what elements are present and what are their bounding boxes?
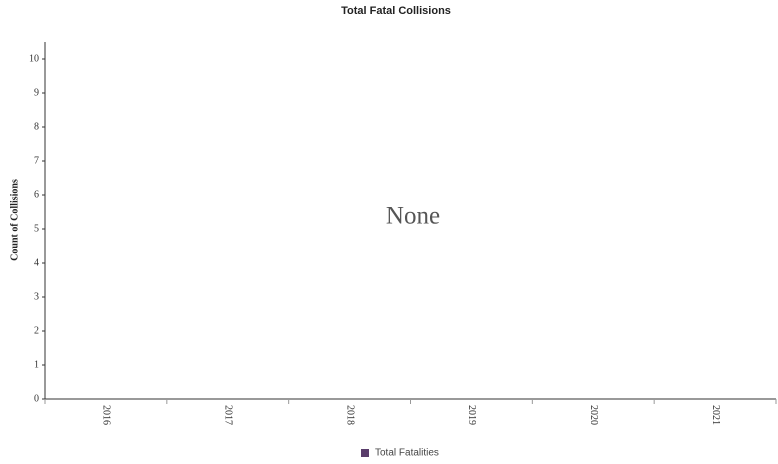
- y-tick-label: 7: [34, 155, 39, 166]
- y-tick-label: 6: [34, 189, 39, 200]
- x-tick-label: 2020: [588, 405, 599, 425]
- x-tick-label: 2018: [344, 405, 355, 425]
- y-tick-label: 3: [34, 291, 39, 302]
- y-tick-label: 0: [34, 393, 39, 404]
- x-tick-label: 2019: [466, 405, 477, 425]
- y-axis-label: Count of Collisions: [9, 179, 20, 261]
- y-tick-label: 5: [34, 223, 39, 234]
- y-tick-label: 4: [34, 257, 39, 268]
- y-tick-label: 9: [34, 87, 39, 98]
- y-tick-label: 10: [29, 53, 39, 64]
- x-tick-label: 2016: [101, 405, 112, 425]
- legend-label: Total Fatalities: [375, 448, 439, 459]
- y-tick-label: 1: [34, 359, 39, 370]
- chart-title: Total Fatal Collisions: [341, 5, 451, 17]
- y-tick-label: 2: [34, 325, 39, 336]
- y-tick-label: 8: [34, 121, 39, 132]
- x-tick-label: 2021: [710, 405, 721, 425]
- annotation: None: [386, 203, 440, 230]
- legend-swatch: [361, 449, 369, 457]
- x-tick-label: 2017: [222, 405, 233, 425]
